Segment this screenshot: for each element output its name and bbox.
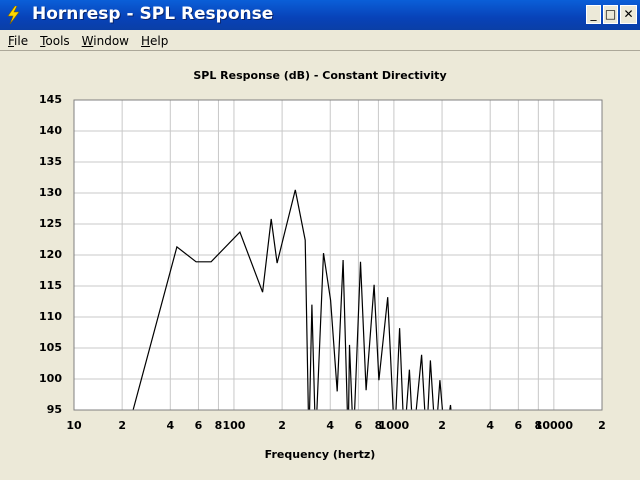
menu-item[interactable]: Help [141,34,169,48]
x-tick-label: 6 [195,419,203,432]
x-tick-label: 8 [375,419,383,432]
y-tick-label: 135 [39,155,62,168]
x-tick-label: 2 [118,419,126,432]
x-tick-label: 6 [355,419,363,432]
menu-bar: File Tools Window Help [0,30,640,51]
x-axis-label: Frequency (hertz) [265,448,376,461]
x-tick-label: 100 [222,419,245,432]
y-tick-label: 145 [39,93,62,106]
response-line [132,189,452,410]
x-tick-label: 10000 [535,419,574,432]
y-tick-label: 140 [39,124,62,137]
title-bar: Hornresp - SPL Response _ □ ✕ [0,0,640,30]
x-tick-label: 4 [166,419,174,432]
x-tick-label: 2 [438,419,446,432]
x-tick-label: 4 [486,419,494,432]
menu-item[interactable]: Tools [40,34,70,48]
y-tick-label: 110 [39,310,62,323]
x-tick-label: 8 [535,419,543,432]
maximize-button[interactable]: □ [603,5,618,24]
menu-item[interactable]: Window [81,34,129,48]
x-tick-label: 2 [598,419,606,432]
y-tick-label: 125 [39,217,62,230]
x-tick-label: 6 [515,419,523,432]
chart-title: SPL Response (dB) - Constant Directivity [193,69,446,82]
x-tick-label: 4 [326,419,334,432]
minimize-button[interactable]: _ [586,5,601,24]
window-title: Hornresp - SPL Response [32,4,274,24]
menu-item[interactable]: File [8,34,29,48]
y-tick-label: 100 [39,372,62,385]
x-tick-label: 2 [278,419,286,432]
y-tick-label: 130 [39,186,62,199]
y-tick-label: 95 [47,403,62,416]
y-tick-label: 105 [39,341,62,354]
y-tick-label: 115 [39,279,62,292]
x-tick-label: 10 [66,419,82,432]
close-button[interactable]: ✕ [620,5,637,24]
y-tick-label: 120 [39,248,62,261]
app-icon [7,6,20,24]
plot-border [73,99,603,411]
plot-lines [132,189,452,410]
x-tick-label: 1000 [379,419,410,432]
x-tick-label: 8 [215,419,223,432]
